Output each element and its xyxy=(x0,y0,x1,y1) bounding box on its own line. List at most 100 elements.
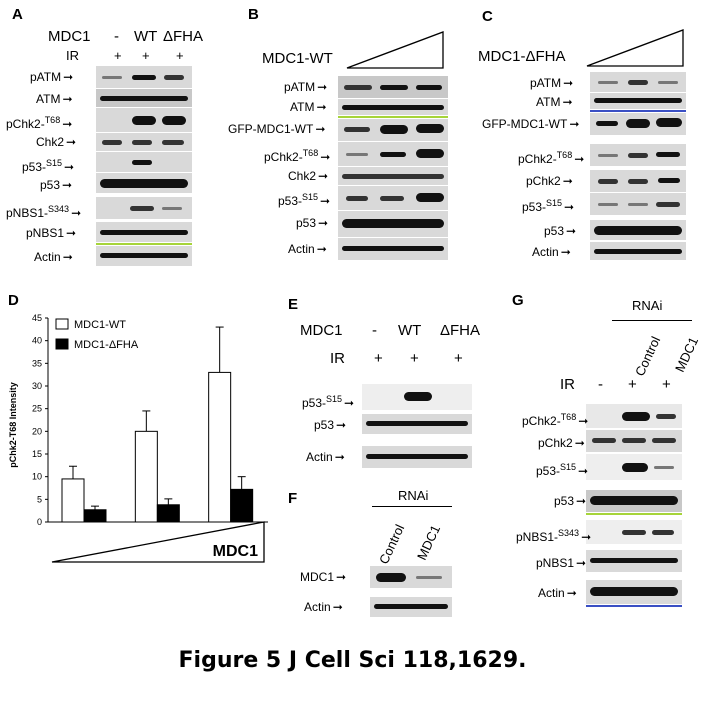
panel-a-row-label: p53 ➞ xyxy=(40,178,73,192)
panel-a-row-label: pChk2-T68 ➞ xyxy=(6,115,73,131)
blot-lane xyxy=(590,170,686,192)
panel-e-mdc1-col-1: - xyxy=(372,322,377,339)
panel-c-row-label: GFP-MDC1-WT ➞ xyxy=(482,117,580,131)
panel-c-row-label: ATM ➞ xyxy=(536,95,573,109)
blot-lane xyxy=(590,242,686,260)
panel-a-mdc1-col-3: ΔFHA xyxy=(163,28,204,45)
panel-e-mdc1-col-2: WT xyxy=(398,322,422,339)
panel-d-bar-chart: pChk2-T68 Intensity 0 5 10 15 20 25 30 35 40 45 M… xyxy=(8,313,268,563)
panel-g-ir-col-3: + xyxy=(662,376,671,393)
blot-lane xyxy=(586,520,682,544)
panel-g-col-control: Control xyxy=(632,334,664,379)
chart-xlabel: MDC1 xyxy=(213,543,258,560)
chart-bar-dfha xyxy=(230,488,254,523)
panel-f-rnai-line xyxy=(372,506,452,507)
panel-g-row-label: pNBS1 ➞ xyxy=(536,556,587,570)
chart-y-tick-label: 45 xyxy=(32,313,42,323)
panel-g-row-label: pNBS1-S343 ➞ xyxy=(516,528,592,544)
blot-lane xyxy=(586,454,682,480)
panel-e-row-label: p53 ➞ xyxy=(314,418,347,432)
panel-c-row-label: pChk2-T68 ➞ xyxy=(518,150,585,166)
blot-lane xyxy=(362,446,472,468)
chart-y-tick-label: 30 xyxy=(32,381,42,391)
panel-f-col-control: Control xyxy=(376,522,408,567)
chart-legend-swatch xyxy=(55,318,69,330)
blot-lane xyxy=(362,384,472,410)
panel-c-title: MDC1-ΔFHA xyxy=(478,48,566,65)
panel-e-letter: E xyxy=(288,296,299,313)
blot-lane xyxy=(96,222,192,242)
blot-lane xyxy=(338,142,448,166)
chart-legend-swatch xyxy=(55,338,69,350)
panel-a-row-label: pNBS1-S343 ➞ xyxy=(6,204,82,220)
panel-a-mdc1-label: MDC1 xyxy=(48,28,91,45)
blot-lane xyxy=(96,152,192,172)
panel-a-row-label: pATM ➞ xyxy=(30,70,74,84)
chart-bars xyxy=(61,326,254,523)
blot-lane xyxy=(96,108,192,132)
panel-a-letter: A xyxy=(12,6,23,23)
blot-lane xyxy=(96,173,192,193)
panel-b-row-label: p53-S15 ➞ xyxy=(278,192,331,208)
panel-b-gradient-triangle xyxy=(346,31,444,69)
panel-a-row-label: Chk2 ➞ xyxy=(36,135,77,149)
panel-e-ir-col-2: + xyxy=(410,350,419,367)
blot-lane xyxy=(96,133,192,151)
chart-y-tick-label: 15 xyxy=(32,449,42,459)
blot-lane xyxy=(338,238,448,260)
chart-y-tick-label: 25 xyxy=(32,404,42,414)
panel-b-row-label: pATM ➞ xyxy=(284,80,328,94)
chart-y-tick-label: 0 xyxy=(37,517,42,527)
lane-divider xyxy=(96,243,192,245)
panel-a-ir-col-3: + xyxy=(176,48,184,63)
chart-legend-label: MDC1-WT xyxy=(74,319,126,331)
panel-a-ir-col-2: + xyxy=(142,48,150,63)
panel-f-row-label: Actin ➞ xyxy=(304,600,343,614)
panel-a-ir-col-1: + xyxy=(114,48,122,63)
panel-g-letter: G xyxy=(512,292,524,309)
panel-e-mdc1-label: MDC1 xyxy=(300,322,343,339)
panel-a-ir-label: IR xyxy=(66,48,79,63)
panel-f-col-mdc1: MDC1 xyxy=(414,522,444,563)
panel-c-row-label: p53 ➞ xyxy=(544,224,577,238)
panel-b-row-label: Chk2 ➞ xyxy=(288,169,329,183)
chart-bar-dfha xyxy=(83,509,107,523)
panel-a-row-label: p53-S15 ➞ xyxy=(22,158,75,174)
chart-legend-label: MDC1-ΔFHA xyxy=(74,339,139,351)
blot-lane xyxy=(586,490,682,512)
lane-divider xyxy=(338,116,448,118)
panel-a-row-label: ATM ➞ xyxy=(36,92,73,106)
blot-lane xyxy=(586,580,682,604)
panel-g-ir-col-1: - xyxy=(598,376,603,393)
blot-lane xyxy=(586,550,682,572)
panel-b-row-label: GFP-MDC1-WT ➞ xyxy=(228,122,326,136)
blot-lane xyxy=(590,144,686,166)
panel-d-letter: D xyxy=(8,292,19,309)
panel-c-row-label: p53-S15 ➞ xyxy=(522,198,575,214)
panel-c-gradient-triangle xyxy=(586,29,684,67)
chart-y-tick-label: 40 xyxy=(32,336,42,346)
chart-legend: MDC1-WT MDC1-ΔFHA xyxy=(55,318,139,351)
panel-f-rnai-label: RNAi xyxy=(398,488,429,503)
figure-caption: Figure 5 J Cell Sci 118,1629. xyxy=(178,648,527,673)
blot-lane xyxy=(586,404,682,428)
panel-e-mdc1-col-3: ΔFHA xyxy=(440,322,481,339)
panel-b-row-label: Actin ➞ xyxy=(288,242,327,256)
blot-lane xyxy=(338,211,448,237)
panel-g-row-label: p53 ➞ xyxy=(554,494,587,508)
chart-bar-wt xyxy=(208,371,232,523)
blot-lane xyxy=(338,99,448,115)
chart-y-tick-label: 5 xyxy=(37,494,42,504)
blot-lane xyxy=(586,430,682,452)
panel-g-rnai-label: RNAi xyxy=(632,298,663,313)
panel-c-letter: C xyxy=(482,8,493,25)
panel-f-row-label: MDC1 ➞ xyxy=(300,570,347,584)
blot-lane xyxy=(338,119,448,141)
lane-divider xyxy=(586,605,682,607)
panel-e-row-label: p53-S15 ➞ xyxy=(302,394,355,410)
panel-a-mdc1-col-2: WT xyxy=(134,28,158,45)
panel-b-row-label: pChk2-T68 ➞ xyxy=(264,148,331,164)
panel-c-row-label: pChk2 ➞ xyxy=(526,174,573,188)
blot-lane xyxy=(338,167,448,185)
chart-bar-wt xyxy=(134,430,158,523)
